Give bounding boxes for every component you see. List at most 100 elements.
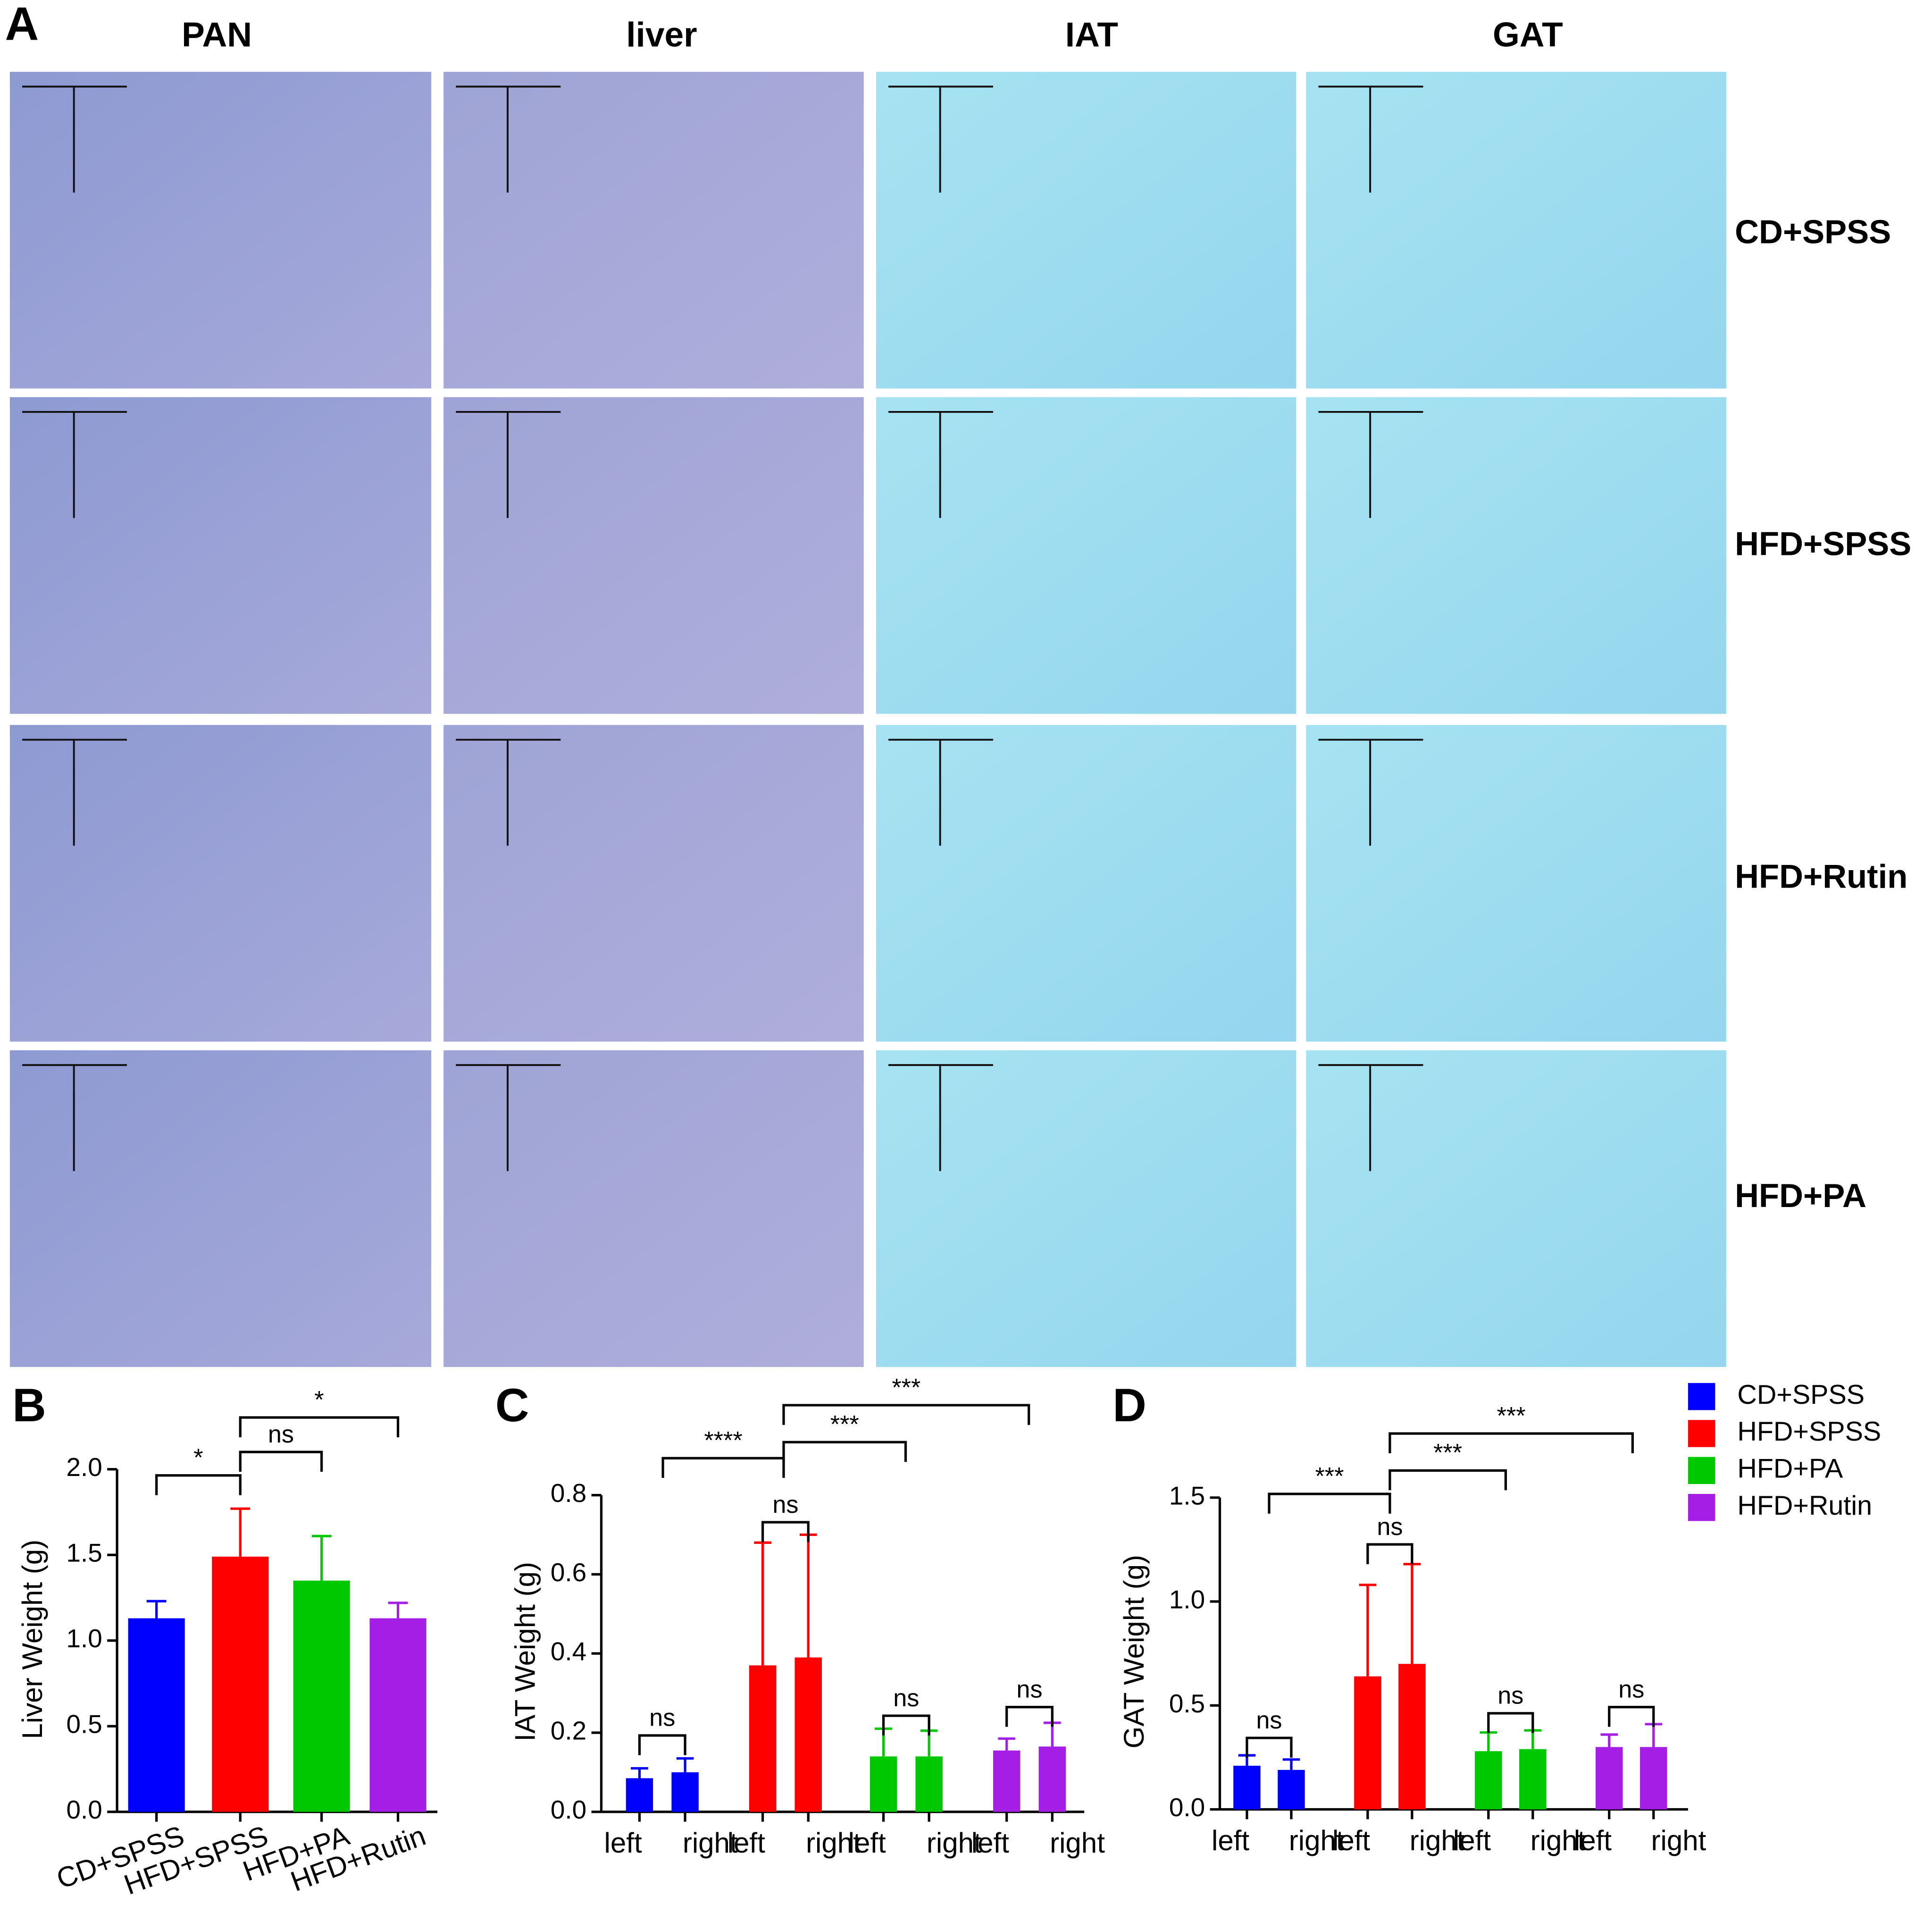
significance-bracket	[638, 1734, 686, 1755]
x-tick-label: right	[1289, 1825, 1344, 1856]
significance-label: ns	[268, 1421, 294, 1448]
y-tick-label: 0.0	[551, 1795, 586, 1824]
panel-a: A PAN liver IAT GAT CD+SPSS HFD+SPSS HFD…	[5, 0, 1911, 1367]
y-tick-label: 2.0	[67, 1452, 102, 1482]
micrograph	[876, 1050, 1296, 1367]
significance-label: ***	[830, 1411, 859, 1438]
micrograph	[443, 72, 864, 389]
error-bar	[998, 1737, 1015, 1751]
significance-bracket	[1268, 1493, 1391, 1514]
micrograph	[443, 397, 864, 714]
micrograph	[9, 725, 432, 1042]
row-label: HFD+PA	[1735, 1177, 1866, 1214]
significance-bracket	[1487, 1712, 1534, 1733]
bar	[369, 1618, 427, 1812]
x-tick-label: left	[1574, 1825, 1612, 1856]
column-header: PAN	[182, 16, 252, 54]
bar	[1233, 1766, 1261, 1810]
bar	[1354, 1676, 1381, 1810]
error-bar	[1282, 1758, 1300, 1770]
y-axis-label: GAT Weight (g)	[1118, 1555, 1150, 1748]
column-header: GAT	[1493, 16, 1563, 54]
micrograph	[1306, 1050, 1726, 1367]
y-tick-label: 1.5	[67, 1538, 102, 1568]
y-tick-label: 0.4	[551, 1637, 586, 1666]
significance-bracket	[1246, 1736, 1293, 1758]
bar	[212, 1556, 269, 1812]
significance-label: ns	[772, 1491, 798, 1518]
y-tick-label: 1.0	[1169, 1585, 1205, 1614]
error-bar	[311, 1535, 332, 1581]
bar	[993, 1750, 1020, 1812]
bar	[626, 1778, 653, 1812]
significance-label: *	[314, 1386, 324, 1414]
row-label: HFD+SPSS	[1735, 525, 1911, 562]
bar	[915, 1756, 943, 1812]
error-bar	[1645, 1723, 1663, 1747]
significance-label: ***	[1497, 1402, 1526, 1430]
significance-label: ns	[893, 1685, 919, 1712]
bar	[870, 1756, 897, 1812]
significance-bracket	[1005, 1706, 1054, 1727]
panel-letter: B	[12, 1379, 46, 1432]
significance-label: ns	[649, 1704, 675, 1732]
significance-bracket	[661, 1457, 785, 1478]
legend-swatch	[1688, 1383, 1715, 1410]
error-bar	[754, 1541, 771, 1666]
y-tick-label: 0.8	[551, 1478, 586, 1508]
error-bar	[1480, 1731, 1497, 1752]
micrograph	[9, 72, 432, 389]
x-tick-label: right	[1050, 1827, 1105, 1859]
y-tick-label: 0.5	[67, 1710, 102, 1739]
legend-label: CD+SPSS	[1737, 1380, 1865, 1410]
significance-label: ns	[1618, 1676, 1644, 1703]
column-header: liver	[626, 16, 697, 54]
bar	[1475, 1751, 1502, 1810]
significance-bracket	[1366, 1543, 1413, 1564]
x-tick-label: left	[1212, 1825, 1249, 1856]
error-bar	[799, 1533, 817, 1658]
bar	[749, 1665, 777, 1812]
x-tick-label: right	[927, 1827, 982, 1859]
x-tick-label: right	[806, 1827, 861, 1859]
y-tick-label: 1.5	[1169, 1481, 1205, 1510]
significance-label: ns	[1497, 1682, 1523, 1710]
bar	[1519, 1749, 1547, 1810]
panel-letter: C	[495, 1379, 529, 1432]
legend-label: HFD+SPSS	[1737, 1417, 1881, 1447]
legend-label: HFD+Rutin	[1737, 1491, 1872, 1521]
significance-label: ns	[1256, 1707, 1282, 1734]
panel-letter: A	[5, 0, 39, 50]
significance-bracket	[761, 1521, 810, 1542]
significance-label: *	[193, 1444, 203, 1472]
significance-bracket	[782, 1404, 1030, 1425]
y-tick-label: 0.0	[1169, 1793, 1205, 1822]
bar	[1596, 1747, 1623, 1810]
micrograph	[876, 397, 1296, 714]
micrograph	[443, 1050, 864, 1367]
significance-label: ns	[1377, 1513, 1403, 1541]
x-tick-label: right	[1410, 1825, 1465, 1856]
y-tick-label: 0.5	[1169, 1689, 1205, 1718]
bar	[293, 1580, 350, 1812]
significance-label: ****	[704, 1427, 742, 1454]
x-tick-label: left	[604, 1827, 642, 1859]
y-tick-label: 0.0	[67, 1795, 102, 1824]
y-axis-label: IAT Weight (g)	[510, 1562, 541, 1741]
bar	[1278, 1769, 1305, 1810]
significance-bracket	[239, 1451, 323, 1472]
y-tick-label: 1.0	[67, 1624, 102, 1653]
significance-bracket	[155, 1474, 242, 1495]
significance-label: ***	[892, 1374, 920, 1401]
bar	[128, 1618, 185, 1812]
significance-bracket	[1388, 1469, 1507, 1491]
error-bar	[388, 1602, 408, 1618]
significance-bracket	[882, 1714, 930, 1736]
panel-letter: D	[1112, 1379, 1146, 1432]
significance-bracket	[782, 1441, 907, 1462]
micrograph	[1306, 397, 1726, 714]
error-bar	[1524, 1729, 1542, 1749]
micrograph	[443, 725, 864, 1042]
error-bar	[676, 1757, 694, 1772]
